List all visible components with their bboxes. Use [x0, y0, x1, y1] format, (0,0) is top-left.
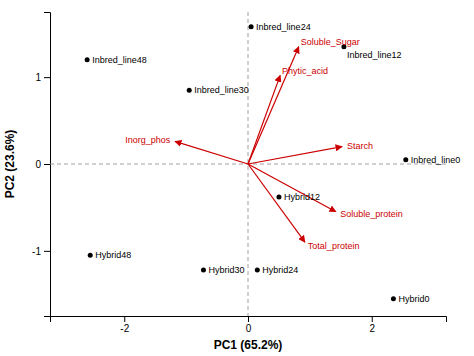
loading-vector — [248, 75, 280, 164]
tick-mark — [44, 164, 50, 165]
tick-label: 0 — [246, 323, 252, 334]
tick-label: 2 — [369, 323, 375, 334]
point — [201, 267, 206, 272]
point-label: Hybrid12 — [284, 192, 320, 202]
marks — [50, 12, 446, 316]
chart: -2 0 2 -1 0 1 PC1 (65.2%) PC2 (23.6%) Soluble_Su… — [0, 0, 474, 356]
tick-mark — [124, 316, 125, 322]
point-label: Hybrid30 — [208, 265, 244, 275]
point-label: Hybrid48 — [95, 250, 131, 260]
point-label: Inbred_line0 — [411, 155, 461, 165]
tick-mark — [248, 316, 249, 322]
loading-vector — [248, 164, 336, 212]
tick-label: -2 — [120, 323, 129, 334]
point — [255, 267, 260, 272]
vector-label: Soluble_Sugar — [301, 37, 360, 47]
point-label: Inbred_line30 — [194, 85, 249, 95]
labels: Soluble_Sugar Phytic_acid Inorg_phos Starch… — [92, 22, 460, 304]
vector-label: Soluble_protein — [340, 209, 403, 219]
x-axis-title: PC1 (65.2%) — [214, 338, 283, 352]
axis-line — [44, 13, 51, 317]
tick-mark — [44, 251, 50, 252]
tick-label: 0 — [35, 159, 41, 170]
tick: 1 — [35, 72, 50, 83]
tick: -2 — [120, 316, 129, 334]
point-label: Hybrid24 — [262, 265, 298, 275]
point-label: Hybrid0 — [398, 294, 429, 304]
y-axis: -1 0 1 — [32, 13, 50, 317]
point — [88, 253, 93, 258]
loading-vector — [248, 47, 299, 164]
point-label: Inbred_line24 — [256, 22, 311, 32]
vector-label: Total_protein — [308, 241, 360, 251]
x-axis: -2 0 2 — [51, 316, 447, 334]
tick-label: 1 — [35, 72, 41, 83]
point — [249, 24, 254, 29]
loading-vector — [248, 147, 342, 164]
vector-label: Inorg_phos — [125, 135, 171, 145]
point — [276, 195, 281, 200]
point — [187, 88, 192, 93]
tick-mark — [44, 77, 50, 78]
y-axis-title: PC2 (23.6%) — [3, 130, 17, 199]
tick: 2 — [369, 316, 375, 334]
loading-vector — [175, 141, 248, 164]
tick: 0 — [246, 316, 252, 334]
tick: -1 — [32, 246, 50, 257]
vector-label: Starch — [347, 141, 373, 151]
tick: 0 — [35, 159, 50, 170]
point — [391, 296, 396, 301]
point-label: Inbred_line48 — [92, 55, 147, 65]
point-label: Inbred_line12 — [347, 50, 402, 60]
point — [403, 157, 408, 162]
vector-label: Phytic_acid — [282, 66, 328, 76]
tick-mark — [372, 316, 373, 322]
plot: -2 0 2 -1 0 1 PC1 (65.2%) PC2 (23.6%) Soluble_Su… — [3, 12, 460, 352]
loading-vector — [248, 164, 305, 242]
tick-label: -1 — [32, 246, 41, 257]
axis-line — [51, 317, 447, 323]
point — [85, 57, 90, 62]
